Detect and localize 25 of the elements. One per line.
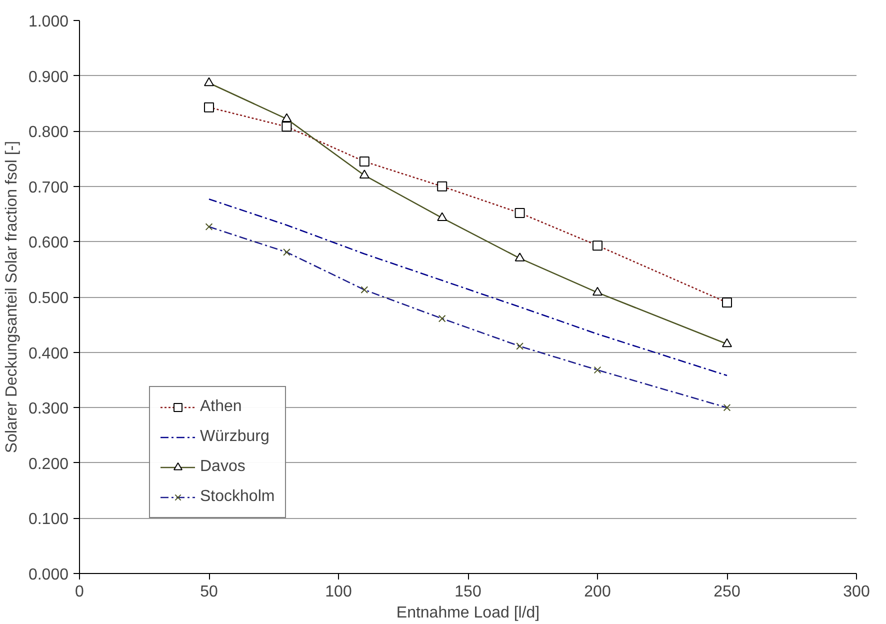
y-tick-label: 0.400 bbox=[28, 345, 69, 362]
x-tick-label: 200 bbox=[584, 584, 611, 600]
y-axis-title: Solarer Deckungsanteil Solar fraction fsol [-] bbox=[3, 140, 20, 454]
y-tick-label: 0.200 bbox=[28, 456, 69, 473]
legend-label: Athen bbox=[200, 398, 242, 416]
x-tick-label: 250 bbox=[714, 584, 740, 600]
legend-label: Stockholm bbox=[200, 488, 275, 506]
y-tick-label: 0.300 bbox=[28, 400, 69, 418]
y-tick-label: 0.100 bbox=[28, 511, 69, 528]
legend-label: Davos bbox=[200, 458, 246, 476]
y-tick-label: 0.500 bbox=[28, 290, 69, 307]
y-tick-label: 0.000 bbox=[28, 566, 69, 584]
y-tick-label: 0.800 bbox=[28, 124, 69, 142]
line-series bbox=[208, 198, 728, 376]
y-tick-label: 0.900 bbox=[28, 68, 69, 86]
x-tick-label: 150 bbox=[454, 584, 482, 600]
legend-label: Würzburg bbox=[200, 428, 270, 446]
x-tick-label: 300 bbox=[843, 584, 870, 600]
x-axis-title: Entnahme Load [l/d] bbox=[396, 604, 540, 622]
y-tick-label: 0.600 bbox=[28, 234, 69, 252]
y-tick-label: 0.700 bbox=[28, 179, 69, 196]
x-tick-label: 100 bbox=[325, 584, 352, 600]
x-tick-label: 50 bbox=[200, 584, 218, 600]
y-tick-label: 1.000 bbox=[28, 14, 69, 30]
x-tick-label: 0 bbox=[75, 584, 84, 600]
